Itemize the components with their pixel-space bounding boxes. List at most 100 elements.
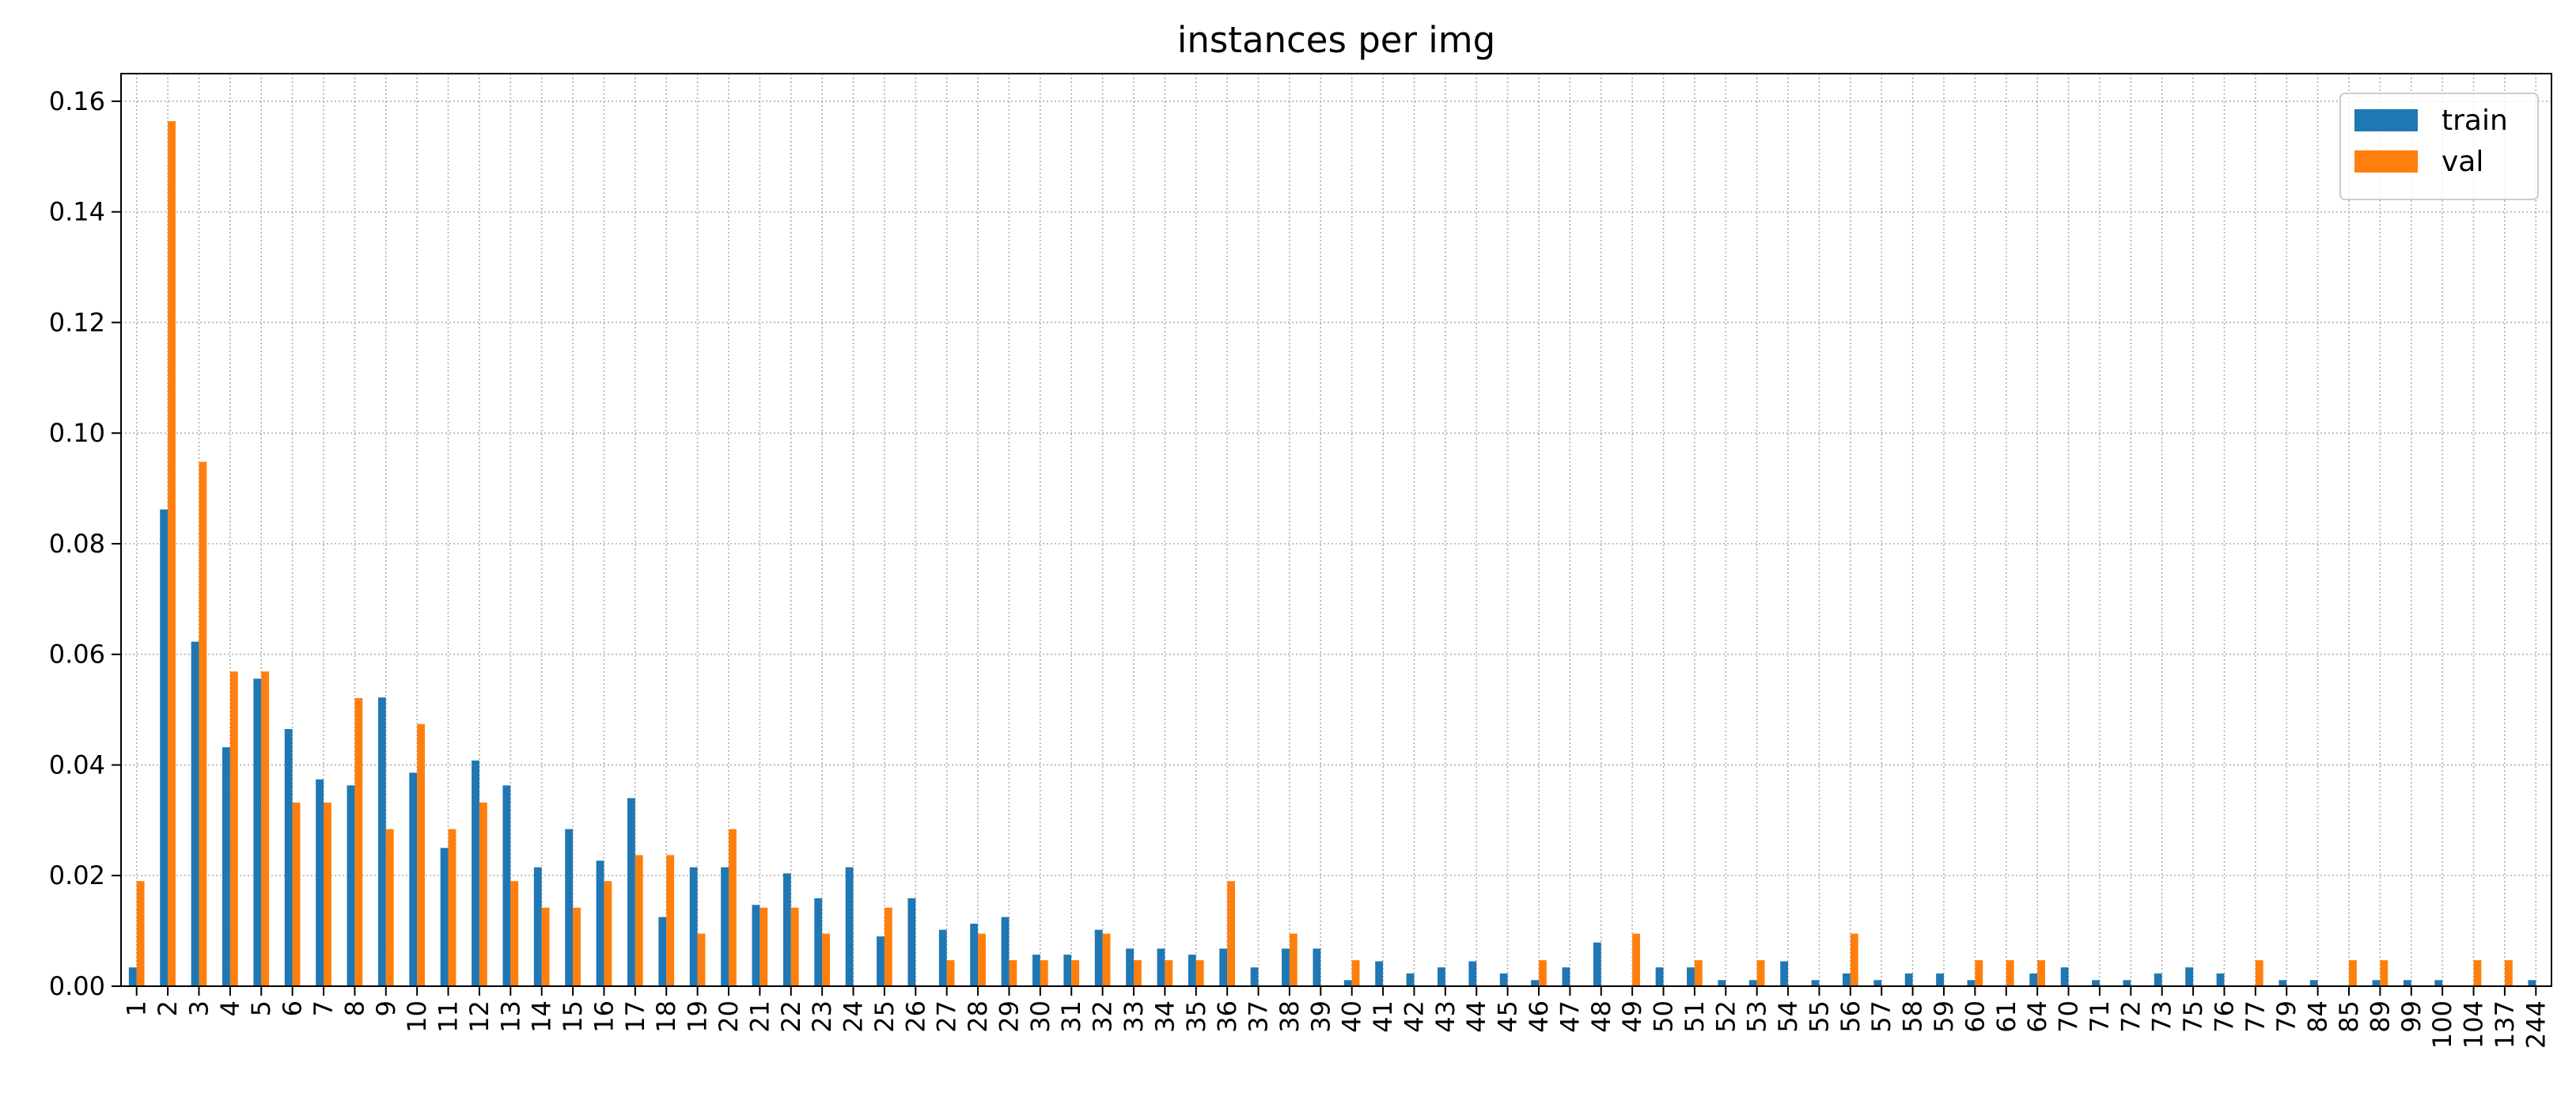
bar-val [2504,960,2513,986]
bar-train [1562,967,1570,986]
x-tick-label: 50 [1649,1000,1679,1033]
x-tick-label: 57 [1866,1000,1896,1033]
bar-train [253,678,262,986]
x-tick-label: 72 [2116,1000,2146,1033]
x-tick-label: 54 [1773,1000,1803,1033]
bar-train [1157,948,1165,986]
bar-train [2185,967,2194,986]
x-tick-label: 43 [1430,1000,1460,1033]
bar-train [1282,948,1290,986]
x-tick-label: 55 [1804,1000,1834,1033]
bar-train [1126,948,1134,986]
bar-train [1531,980,1539,986]
legend: train val [2339,93,2539,200]
bar-train [2279,980,2287,986]
bar-train [533,867,542,986]
bar-val [760,907,768,986]
bar-val [1227,881,1235,986]
bar-train [814,898,823,986]
bar-val [2380,960,2388,986]
bar-val [884,907,892,986]
bar-val [2255,960,2263,986]
axes: 0.000.020.040.060.080.100.120.140.161 2 3 4… [49,73,2552,1049]
x-tick-label: 47 [1555,1000,1585,1033]
bar-train [877,936,885,986]
bar-train [191,641,199,986]
bar-train [1219,948,1228,986]
bar-train [627,798,635,986]
x-tick-label: 52 [1710,1000,1741,1033]
bar-val [666,855,675,986]
y-tick-label: 0.16 [49,86,105,116]
x-tick-label: 59 [1929,1000,1959,1033]
x-tick-label: 46 [1524,1000,1554,1033]
bar-val [1009,960,1017,986]
bar-train [128,967,137,986]
bar-train [1873,980,1882,986]
x-tick-label: 85 [2334,1000,2364,1033]
x-tick-label: 89 [2365,1000,2395,1033]
x-tick-label: 7 [309,1000,339,1016]
x-tick-label: 49 [1617,1000,1647,1033]
bar-val [2349,960,2357,986]
x-tick-label: 42 [1399,1000,1429,1033]
bar-train [1748,980,1757,986]
bar-train [1406,973,1415,986]
y-tick-label: 0.04 [49,750,105,780]
bar-train [1375,961,1384,986]
bar-val [1071,960,1080,986]
bar-train [502,785,511,986]
x-tick-label: 53 [1742,1000,1772,1033]
bar-val [573,907,581,986]
bar-val [1134,960,1142,986]
bar-val [541,907,550,986]
y-tick-label: 0.06 [49,640,105,670]
x-tick-label: 73 [2147,1000,2177,1033]
x-tick-label: 31 [1056,1000,1086,1033]
y-tick-label: 0.14 [49,197,105,227]
bar-train [1967,980,1976,986]
bar-train [782,873,791,986]
x-tick-label: 79 [2271,1000,2301,1033]
bar-train [347,785,355,986]
bar-train [1843,973,1851,986]
bar-val [1102,933,1111,986]
bar-train [316,779,324,986]
bar-train [2060,967,2069,986]
x-tick-label: 137 [2490,1000,2520,1049]
plot-frame [120,73,2552,987]
x-tick-label: 29 [994,1000,1024,1033]
x-tick-label: 2 [153,1000,183,1016]
x-tick-label: 84 [2303,1000,2333,1033]
bar-val [1195,960,1204,986]
x-tick-label: 99 [2396,1000,2426,1033]
x-tick-label: 12 [464,1000,494,1033]
bar-train [721,867,729,986]
x-tick-label: 3 [184,1000,214,1016]
bar-train [440,848,449,986]
bar-train [1936,973,1944,986]
bar-val [635,855,643,986]
bar-train [1904,973,1913,986]
bar-val [448,829,456,986]
bars [128,121,2536,987]
bar-train [2092,980,2100,986]
x-tick-label: 64 [2022,1000,2052,1033]
x-tick-label: 24 [839,1000,869,1033]
x-tick-label: 1 [122,1000,152,1016]
bar-train [689,867,698,986]
x-tick-label: 44 [1461,1000,1491,1033]
bar-val [2037,960,2045,986]
bar-train [752,905,760,986]
bar-train [2434,980,2443,986]
y-tick-label: 0.02 [49,860,105,890]
chart-title: instances per img [1177,19,1495,61]
y-tick-label: 0.12 [49,307,105,337]
bar-train [1438,967,1445,986]
bar-val [354,697,363,986]
bar-val [1351,960,1360,986]
x-tick-label: 51 [1680,1000,1710,1033]
bar-train [284,729,293,986]
bar-train [2372,980,2381,986]
